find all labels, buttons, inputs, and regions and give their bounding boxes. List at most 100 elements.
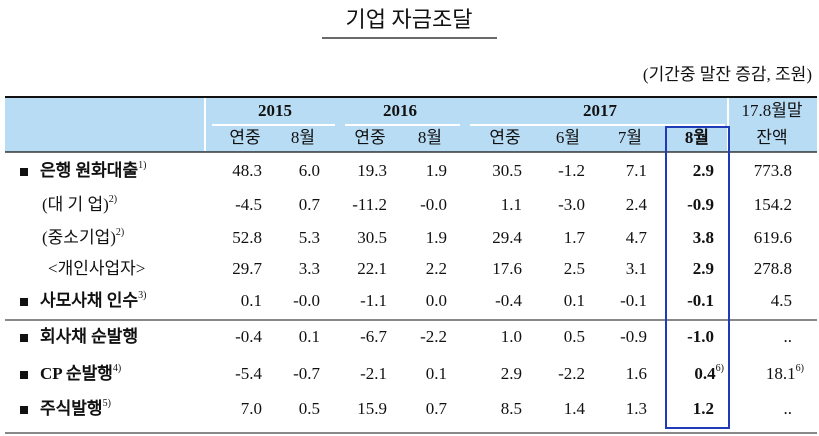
- cell: 0.5: [299, 399, 320, 418]
- cell: -5.4: [235, 364, 262, 383]
- cell: 1.7: [564, 228, 586, 247]
- cell-value: -0.4: [235, 327, 262, 346]
- cell: -0.7: [293, 364, 320, 383]
- cell: 2.9: [693, 161, 714, 180]
- last-column-header: 17.8월말: [741, 101, 802, 120]
- cell: -2.2: [558, 364, 585, 383]
- cell: 7.1: [626, 161, 647, 180]
- cell-value: 0.7: [426, 399, 448, 418]
- cell-note: 6): [716, 363, 724, 374]
- cell-value: 5.3: [299, 228, 320, 247]
- cell-value: 3.3: [299, 259, 320, 278]
- cell: 2.5: [564, 259, 585, 278]
- cell: 30.5: [492, 161, 522, 180]
- cell: 6.0: [299, 161, 320, 180]
- cell: -2.2: [420, 327, 447, 346]
- cell: 2.9: [501, 364, 522, 383]
- cell: 4.5: [771, 291, 792, 310]
- cell-value: -0.9: [620, 327, 647, 346]
- cell-value: 1.4: [564, 399, 586, 418]
- row-label-text: (대 기 업): [42, 195, 109, 214]
- cell-value: 154.2: [754, 195, 792, 214]
- row-label: <개인사업자>: [48, 259, 145, 278]
- row-label-text: 사모사채 인수: [40, 291, 138, 310]
- cell: 1.0: [501, 327, 522, 346]
- cell-value: -1.1: [360, 291, 387, 310]
- bullet: [20, 371, 28, 379]
- cell: -0.9: [620, 327, 647, 346]
- title: 기업 자금조달: [346, 7, 473, 32]
- cell-value: -0.0: [293, 291, 320, 310]
- row-label-text: (중소기업): [42, 228, 116, 247]
- cell-value: 3.1: [626, 259, 647, 278]
- cell: -0.4: [495, 291, 522, 310]
- cell-value: 17.6: [492, 259, 522, 278]
- cell-value: -0.0: [420, 195, 447, 214]
- cell-value: 19.3: [357, 161, 387, 180]
- cell-value: -0.4: [495, 291, 522, 310]
- cell-value: 6.0: [299, 161, 320, 180]
- cell-value: 15.9: [357, 399, 387, 418]
- cell-value: 2.9: [501, 364, 522, 383]
- sub-header: 8월: [685, 128, 709, 147]
- cell: 1.9: [426, 161, 447, 180]
- cell: -2.1: [360, 364, 387, 383]
- cell: 1.6: [626, 364, 647, 383]
- bullet: [20, 406, 28, 414]
- cell-note: 6): [796, 363, 804, 374]
- cell-value: -0.7: [293, 364, 320, 383]
- cell: 1.4: [564, 399, 586, 418]
- cell: -4.5: [235, 195, 262, 214]
- cell: 154.2: [754, 195, 792, 214]
- cell-value: 0.7: [299, 195, 321, 214]
- cell: 19.3: [357, 161, 387, 180]
- cell-value: -4.5: [235, 195, 262, 214]
- cell: 1.3: [626, 399, 647, 418]
- cell: -0.1: [687, 291, 714, 310]
- cell: 18.16): [766, 363, 804, 383]
- highlight-box: [665, 126, 730, 429]
- cell-value: 22.1: [357, 259, 387, 278]
- cell: -11.2: [352, 195, 387, 214]
- cell-value: -6.7: [360, 327, 387, 346]
- row-label-text: 은행 원화대출: [40, 161, 138, 180]
- sub-header: 연중: [229, 128, 260, 147]
- cell: -0.1: [620, 291, 647, 310]
- cell-value: 4.7: [626, 228, 648, 247]
- cell-value: 3.8: [693, 228, 714, 247]
- cell-value: 0.1: [426, 364, 447, 383]
- cell-value: 1.2: [693, 399, 714, 418]
- row-label-note: 2): [116, 227, 124, 238]
- unit-note: (기간중 말잔 증감, 조원): [643, 65, 812, 84]
- row-label-note: 4): [113, 363, 121, 374]
- cell-value: 7.1: [626, 161, 647, 180]
- cell-value: 30.5: [492, 161, 522, 180]
- cell: 1.2: [693, 399, 714, 418]
- row-label-note: 1): [138, 160, 146, 171]
- cell: 0.46): [694, 363, 724, 383]
- cell-value: 2.9: [693, 259, 714, 278]
- cell-value: 0.4: [694, 364, 716, 383]
- cell-value: 1.9: [426, 161, 447, 180]
- cell: 773.8: [754, 161, 792, 180]
- cell-value: 1.1: [501, 195, 522, 214]
- bullet: [20, 168, 28, 176]
- cell-value: -2.2: [558, 364, 585, 383]
- cell: 3.1: [626, 259, 647, 278]
- cell: 48.3: [232, 161, 262, 180]
- row-label: 회사채 순발행: [40, 327, 138, 346]
- cell-value: 8.5: [501, 399, 522, 418]
- cell: 278.8: [754, 259, 792, 278]
- cell: 15.9: [357, 399, 387, 418]
- sub-header: 연중: [354, 128, 385, 147]
- cell-value: 2.2: [426, 259, 447, 278]
- cell: 17.6: [492, 259, 522, 278]
- cell: -0.4: [235, 327, 262, 346]
- cell-value: 1.0: [501, 327, 522, 346]
- cell-value: 30.5: [357, 228, 387, 247]
- cell: 1.9: [426, 228, 447, 247]
- cell: -1.2: [558, 161, 585, 180]
- cell-value: -1.2: [558, 161, 585, 180]
- cell: 30.5: [357, 228, 387, 247]
- cell: 0.1: [241, 291, 262, 310]
